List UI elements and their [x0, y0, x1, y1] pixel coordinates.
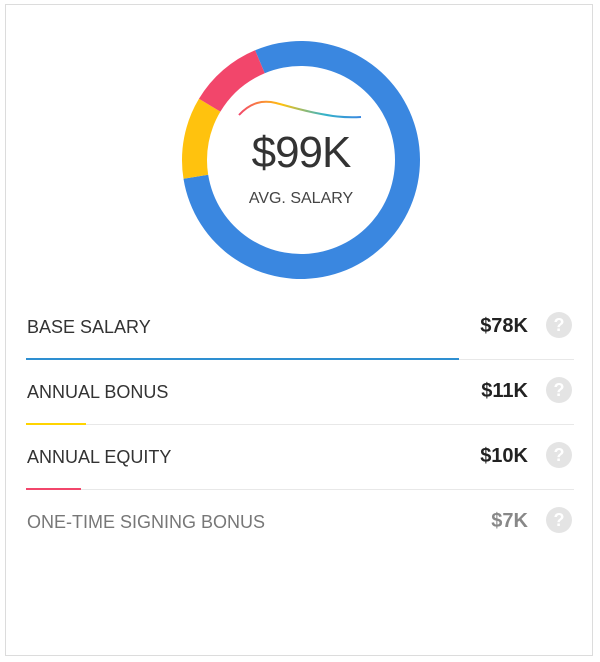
annual-equity-label: ANNUAL EQUITY: [27, 447, 172, 467]
donut-slice-annual-equity: [198, 50, 265, 112]
annual-bonus-bar: [26, 423, 86, 425]
question-circle-icon[interactable]: ?: [546, 312, 572, 338]
question-circle-icon[interactable]: ?: [546, 442, 572, 468]
row-annual-bonus: ANNUAL BONUS $11K ?: [26, 360, 574, 425]
row-signing-bonus: ONE-TIME SIGNING BONUS $7K ?: [26, 490, 574, 554]
compensation-breakdown: BASE SALARY $78K ? ANNUAL BONUS $11K ? A…: [26, 295, 574, 554]
question-circle-icon[interactable]: ?: [546, 507, 572, 533]
base-salary-label: BASE SALARY: [27, 317, 151, 337]
signing-bonus-value: $7K: [491, 510, 528, 532]
salary-donut-chart: $99K AVG. SALARY: [181, 40, 421, 280]
avg-salary-value: $99K: [251, 128, 352, 177]
salary-trend-line: [238, 100, 362, 119]
annual-equity-value: $10K: [480, 445, 528, 467]
donut-slice-annual-bonus: [182, 98, 221, 179]
signing-bonus-label: ONE-TIME SIGNING BONUS: [27, 512, 266, 532]
salary-card: $99K AVG. SALARY BASE SALARY $78K ? ANNU…: [5, 4, 593, 656]
annual-bonus-value: $11K: [481, 380, 528, 402]
annual-bonus-label: ANNUAL BONUS: [27, 382, 169, 402]
avg-salary-label: AVG. SALARY: [248, 190, 354, 207]
annual-equity-bar: [26, 488, 81, 490]
row-base-salary: BASE SALARY $78K ?: [26, 295, 574, 360]
question-circle-icon[interactable]: ?: [546, 377, 572, 403]
base-salary-value: $78K: [480, 315, 528, 337]
base-salary-bar: [26, 358, 459, 360]
donut-svg: [182, 41, 420, 280]
row-annual-equity: ANNUAL EQUITY $10K ?: [26, 425, 574, 490]
